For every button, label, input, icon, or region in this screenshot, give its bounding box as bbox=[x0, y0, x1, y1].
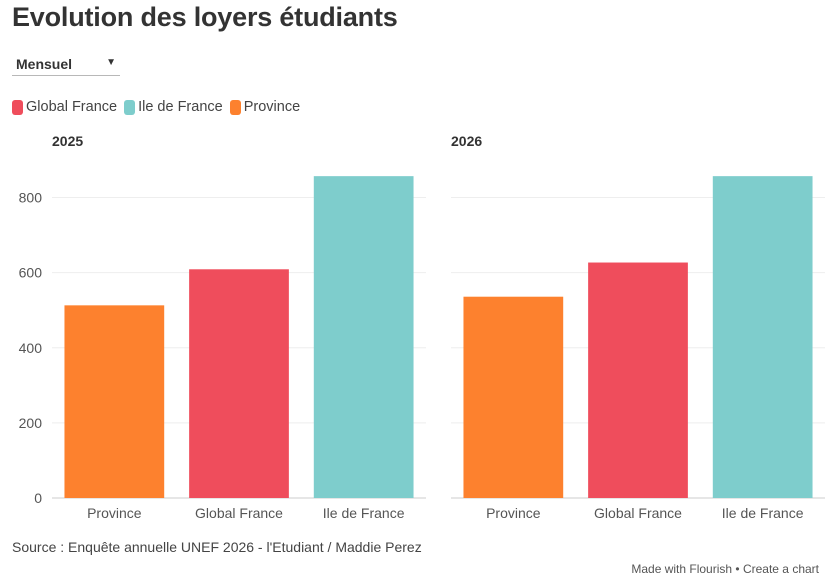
x-tick-label: Province bbox=[486, 505, 541, 521]
legend-label: Global France bbox=[26, 99, 118, 115]
y-tick-label: 400 bbox=[19, 340, 43, 356]
x-tick-label: Global France bbox=[195, 505, 283, 521]
x-tick-label: Ile de France bbox=[722, 505, 804, 521]
bar-global-france bbox=[588, 262, 688, 498]
bar-ile-de-france bbox=[313, 176, 414, 498]
flourish-footer: Made with Flourish • Create a chart bbox=[631, 562, 819, 576]
chevron-down-icon: ▼ bbox=[106, 57, 116, 68]
create-chart-link[interactable]: Create a chart bbox=[742, 562, 819, 576]
legend-item-province[interactable]: Province bbox=[229, 99, 301, 115]
bar-province bbox=[463, 296, 564, 498]
panel-title-2025: 2025 bbox=[52, 133, 84, 149]
bar-ile-de-france bbox=[712, 176, 813, 498]
legend-swatch bbox=[229, 99, 241, 115]
charts-svg: 0 200 400 600 800 Province Global France Ile de… bbox=[19, 176, 825, 521]
period-dropdown-value: Mensuel bbox=[16, 56, 73, 72]
legend-label: Ile de France bbox=[138, 99, 223, 115]
x-tick-label: Global France bbox=[594, 505, 682, 521]
legend-item-ile-de-france[interactable]: Ile de France bbox=[124, 99, 223, 115]
x-tick-label: Province bbox=[87, 505, 142, 521]
y-tick-label: 0 bbox=[34, 490, 42, 506]
bar-global-france bbox=[189, 269, 289, 498]
chart-title: Evolution des loyers étudiants bbox=[12, 2, 398, 32]
bar-province bbox=[64, 305, 165, 498]
y-tick-label: 800 bbox=[19, 190, 43, 206]
source-note: Source : Enquête annuelle UNEF 2026 - l'… bbox=[12, 539, 422, 555]
footer-separator: • bbox=[732, 562, 743, 576]
y-tick-label: 600 bbox=[19, 265, 43, 281]
legend-swatch bbox=[124, 99, 136, 115]
x-tick-label: Ile de France bbox=[323, 505, 405, 521]
made-with-flourish-link[interactable]: Made with Flourish bbox=[631, 562, 733, 576]
legend: Global France Ile de France Province bbox=[12, 99, 307, 115]
y-tick-label: 200 bbox=[19, 415, 43, 431]
legend-label: Province bbox=[243, 99, 301, 115]
legend-swatch bbox=[12, 99, 23, 115]
legend-item-global-france[interactable]: Global France bbox=[12, 99, 117, 115]
period-dropdown[interactable]: Mensuel ▼ bbox=[12, 53, 120, 76]
panel-title-2026: 2026 bbox=[451, 133, 483, 149]
